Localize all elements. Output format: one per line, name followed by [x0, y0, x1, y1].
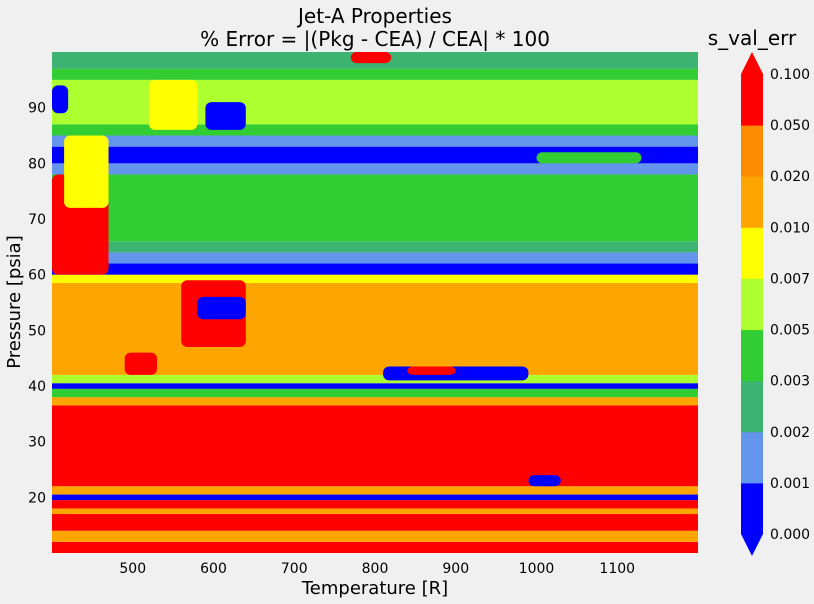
- contour-feature-6: [197, 296, 246, 320]
- y-axis-label: Pressure [psia]: [4, 235, 25, 368]
- x-axis: 500 600 700 800 900 1000 1100: [119, 561, 635, 577]
- contour-band-8: [52, 397, 698, 406]
- contour-band-21: [52, 124, 698, 136]
- colorbar-tick-label: 0.010: [770, 220, 810, 236]
- y-tick-label: 30: [28, 435, 46, 451]
- x-tick-label: 700: [281, 561, 308, 577]
- x-tick-label: 1000: [519, 561, 555, 577]
- colorbar-over-arrow: [741, 52, 763, 74]
- colorbar-segment-0: [741, 482, 763, 535]
- contour-feature-4: [52, 85, 69, 114]
- colorbar-tick-label: 0.007: [770, 271, 810, 287]
- colorbar-tick-label: 0.005: [770, 323, 810, 339]
- contour-band-4: [52, 500, 698, 509]
- chart-title: Jet-A Properties: [296, 4, 452, 28]
- contour-band-5: [52, 494, 698, 501]
- colorbar-tick-label: 0.002: [770, 425, 810, 441]
- y-tick-label: 50: [28, 323, 46, 339]
- colorbar-tick-label: 0.100: [770, 67, 810, 83]
- colorbar-segment-6: [741, 176, 763, 228]
- contour-band-17: [52, 174, 698, 242]
- contour-feature-3: [205, 102, 246, 130]
- x-tick-label: 800: [362, 561, 389, 577]
- contour-feature-8: [407, 366, 456, 375]
- contour-band-12: [52, 283, 698, 375]
- contour-band-20: [52, 135, 698, 147]
- contour-band-10: [52, 383, 698, 389]
- contour-band-13: [52, 274, 698, 284]
- contour-band-1: [52, 530, 698, 542]
- colorbar-segment-1: [741, 431, 763, 484]
- colorbar-segment-2: [741, 380, 763, 433]
- contour-band-7: [52, 405, 698, 487]
- contour-band-3: [52, 508, 698, 515]
- colorbar-segment-4: [741, 278, 763, 331]
- y-tick-label: 80: [28, 156, 46, 172]
- contour-band-19: [52, 146, 698, 164]
- colorbar-title: s_val_err: [708, 26, 797, 50]
- colorbar-tick-label: 0.003: [770, 374, 810, 390]
- x-tick-label: 1100: [599, 561, 635, 577]
- contour-band-15: [52, 252, 698, 264]
- contour-band-11: [52, 374, 698, 384]
- y-tick-label: 40: [28, 379, 46, 395]
- colorbar-segment-3: [741, 329, 763, 382]
- contour-band-16: [52, 241, 698, 253]
- x-axis-label: Temperature [R]: [301, 578, 448, 599]
- colorbar-tick-label: 0.050: [770, 118, 810, 134]
- y-tick-label: 70: [28, 212, 46, 228]
- contour-band-14: [52, 263, 698, 275]
- colorbar-tick-label: 0.001: [770, 476, 810, 492]
- contour-feature-7: [383, 366, 529, 381]
- contour-feature-2: [148, 79, 198, 130]
- contour-plot-area: [52, 52, 698, 553]
- contour-feature-12: [536, 152, 642, 164]
- colorbar-segment-7: [741, 125, 763, 177]
- y-axis: 20 30 40 50 60 70 80 90: [28, 101, 46, 507]
- contour-feature-1: [64, 135, 109, 208]
- x-tick-label: 500: [119, 561, 146, 577]
- colorbar-segment-5: [741, 227, 763, 279]
- colorbar-under-arrow: [741, 534, 763, 556]
- x-tick-label: 600: [200, 561, 227, 577]
- contour-band-0: [52, 541, 698, 553]
- colorbar-segment-8: [741, 74, 763, 126]
- colorbar-tick-label: 0.000: [770, 527, 810, 543]
- contour-band-2: [52, 514, 698, 531]
- chart-subtitle: % Error = |(Pkg - CEA) / CEA| * 100: [200, 27, 550, 51]
- contour-band-6: [52, 486, 698, 495]
- colorbar-tick-label: 0.020: [770, 169, 810, 185]
- contour-band-9: [52, 388, 698, 398]
- x-tick-label: 900: [442, 561, 469, 577]
- contour-feature-11: [350, 52, 392, 64]
- y-tick-label: 60: [28, 268, 46, 284]
- colorbar: 0.000 0.001 0.002 0.003 0.005 0.007 0.010 0.020…: [741, 52, 810, 556]
- y-tick-label: 20: [28, 490, 46, 506]
- contour-band-23: [52, 68, 698, 80]
- contour-band-18: [52, 163, 698, 175]
- contour-feature-10: [528, 475, 561, 487]
- contour-feature-9: [124, 352, 157, 375]
- y-tick-label: 90: [28, 101, 46, 117]
